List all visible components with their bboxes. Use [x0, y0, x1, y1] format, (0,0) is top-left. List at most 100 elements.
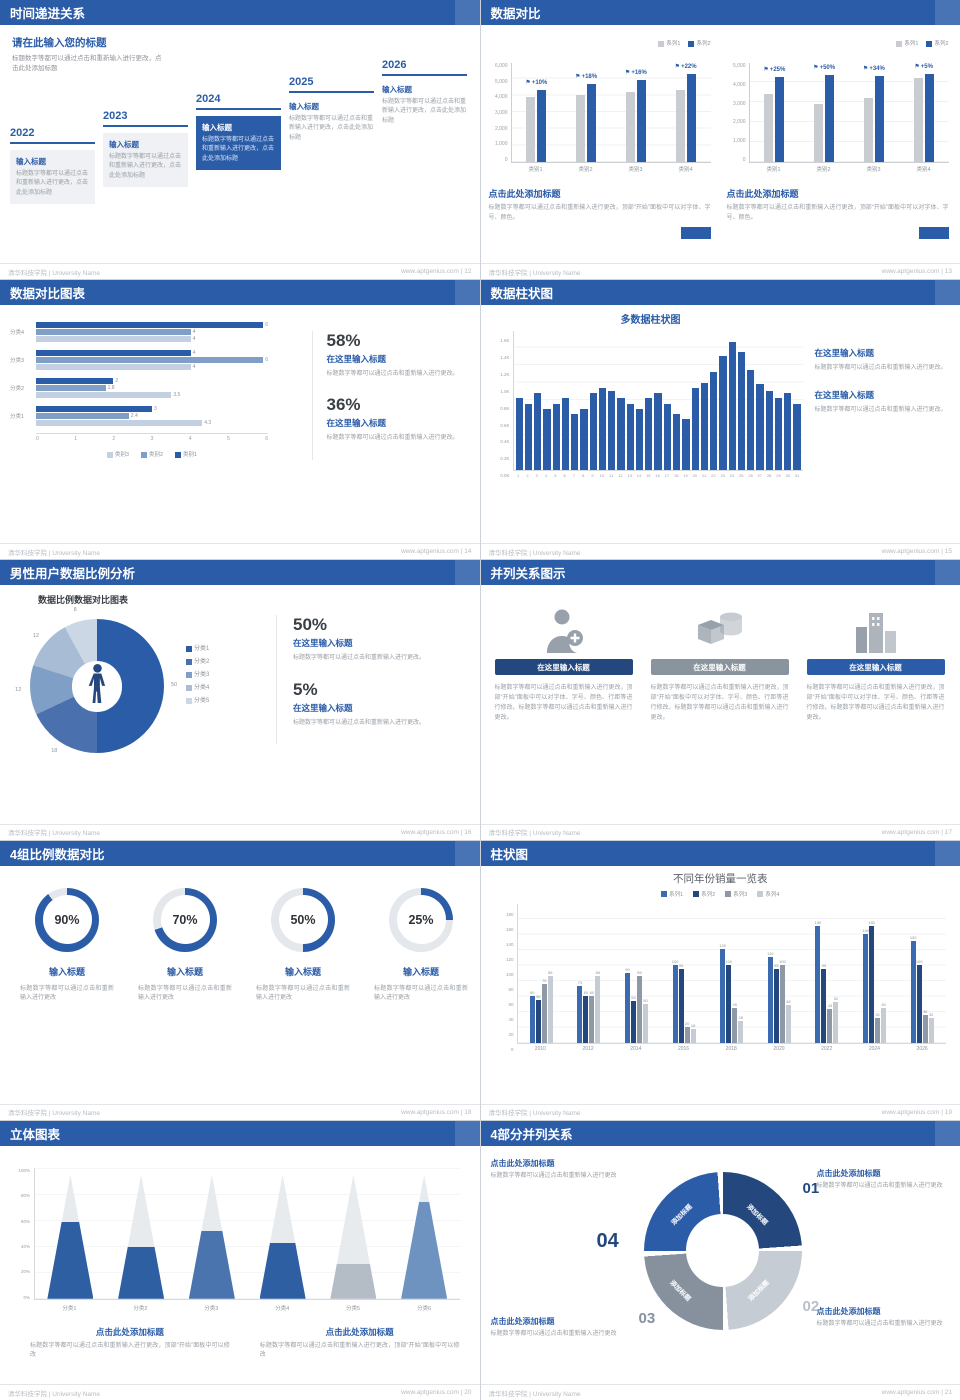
y-tick: 4,000 — [732, 81, 746, 88]
hbar-row: 4 — [36, 363, 268, 370]
bar-chart: 6,000 5,000 4,000 3,000 2,000 1,000 0 ⚑+10% ⚑+18… — [489, 51, 711, 163]
bars: 3 2.4 4.3 — [36, 405, 268, 426]
growth-label: ⚑+10% — [525, 80, 548, 87]
y-tick: 180 — [505, 911, 514, 917]
milestone-2025: 2025 输入标题 标题数字等都可以通过点击和重新输入进行更改，点击此处添加标题 — [289, 76, 374, 145]
bar-group: ⚑+50% — [813, 63, 835, 162]
legend-item: 系列2 — [926, 39, 949, 47]
percent-value: 90% — [54, 912, 80, 927]
legend-item: 系列1 — [661, 890, 683, 898]
legend-item: 系列2 — [688, 39, 711, 47]
bar — [719, 356, 727, 471]
item-body: 标题数字等都可以通过点击和重新输入进行更改，顶部“开始”面板中可以对字体、字号、… — [806, 685, 945, 722]
bar: 43 — [827, 1003, 833, 1043]
legend-swatch — [186, 671, 192, 678]
value-label: 45 — [881, 1001, 886, 1007]
value-label: 73 — [577, 979, 583, 985]
chart-legend: 分类1 分类2 分类3 分类4 分类5 — [186, 643, 209, 708]
flag-icon: ⚑ — [674, 63, 681, 70]
x-tick: 5 — [554, 473, 557, 479]
x-tick: 类别2 — [816, 167, 831, 173]
donut-ring: 50% — [271, 887, 335, 952]
caption-title: 点击此处添加标题 — [490, 1316, 555, 1326]
hbar-row: 1.8 — [36, 384, 268, 391]
slide-15-column-chart[interactable]: 数据柱状图 多数据柱状图 1.6K 1.4K 1.2K 1.0K 0.8K 0.6K 0.4K… — [480, 280, 960, 560]
bar-group: ⚑+25% — [763, 63, 785, 162]
legend-swatch — [725, 891, 732, 898]
ring-title: 输入标题 — [166, 966, 203, 977]
x-tick: 类别3 — [866, 167, 881, 173]
bar: 95 — [821, 963, 827, 1043]
slide-20-cone-chart[interactable]: 立体图表 100% 80% 60% 40% 20% 0% 分类1 分类2 分类3 分类4 分类5 分类… — [0, 1120, 480, 1400]
text-block: 在这里输入标题 标题数字等都可以通过点击和重新输入进行更改。 — [815, 347, 949, 373]
slide-header: 并列关系图示 — [480, 560, 960, 586]
chart-title: 多数据柱状图 — [620, 315, 681, 327]
bar — [561, 398, 570, 471]
item-body: 标题数字等都可以通过点击和重新输入进行更改，顶部“开始”面板中可以对字体、字号、… — [494, 685, 633, 722]
slide-13-data-comparison[interactable]: 数据对比 系列1 系列2 6,000 5,000 4,000 3,000 2,000 1,00… — [480, 0, 960, 280]
bar-group: ⚑+22% — [674, 63, 697, 162]
x-tick: 2014 — [630, 1045, 642, 1052]
bar — [552, 403, 560, 471]
value-label: 150 — [814, 919, 822, 925]
hbar-row: 2.4 — [36, 412, 268, 419]
value-label: 45 — [732, 1001, 737, 1007]
slide-17-parallel-items[interactable]: 并列关系图示 在这里输入标题 标题数字等都可以通过点击和重新输入进行更改，顶部“开… — [480, 560, 960, 840]
cone-3 — [188, 1174, 235, 1299]
x-tick: 23 — [720, 473, 725, 479]
slide-footer: 清华科技学院 | University Name www.aptgenius.c… — [480, 1384, 960, 1400]
bar-series2 — [924, 74, 934, 162]
y-tick: 1.2K — [500, 371, 510, 377]
value-label: 60 — [589, 989, 595, 995]
caption-title: 点击此处添加标题 — [726, 189, 799, 199]
growth-label: ⚑+5% — [914, 64, 933, 70]
value-label: 20 — [684, 1021, 690, 1027]
slide-12-timeline[interactable]: 时间递进关系 请在此输入您的标题 标题数字等都可以通过点击和重新输入进行更改，点击… — [0, 0, 480, 280]
plot-area: 60 55 75 85 73 60 60 85 90 53 85 50 100 95 20 18 120 100 4… — [516, 903, 946, 1044]
footer-url: www.aptgenius.com | 17 — [881, 828, 952, 836]
bar-series1 — [764, 94, 774, 162]
segment-value-label: 50 — [171, 682, 178, 689]
comparison-chart-1: 系列1 系列2 6,000 5,000 4,000 3,000 2,000 1,000 0 ⚑+1… — [489, 39, 711, 240]
header-accent — [935, 840, 960, 866]
x-tick: 30 — [785, 473, 790, 479]
slide-16-donut-analysis[interactable]: 男性用户数据比例分析 数据比例数据对比图表 50 18 12 12 8 分类1 分类2 分类3 分… — [0, 560, 480, 840]
x-tick: 分类5 — [346, 1305, 361, 1312]
slide-14-hbar-chart[interactable]: 数据对比图表 分类4 6 4 4 分类3 4 6 4 分类2 2 1.8 3.5 分类1 3 2.4 4.3 0… — [0, 280, 480, 560]
ratio-ring-3: 50% 输入标题 标题数字等都可以通过点击和重新输入进行更改 — [252, 887, 354, 1005]
y-tick: 6,000 — [494, 63, 508, 69]
milestone-divider — [382, 74, 467, 76]
value-label: 28 — [738, 1014, 743, 1020]
milestone-2023: 2023 输入标题 标题数字等都可以通过点击和重新输入进行更改，点击此处添加标题 — [103, 110, 188, 187]
slide-21-cycle-diagram[interactable]: 4部分并列关系 添加标题 添加标题 添加标题 添加标题 01 02 03 04 点击此处添加标题… — [480, 1120, 960, 1400]
y-tick: 4,000 — [494, 94, 508, 101]
x-axis: 分类1 分类2 分类3 分类4 分类5 分类6 — [34, 1304, 460, 1312]
y-axis: 180 160 140 120 100 80 60 40 20 0 — [499, 912, 517, 1052]
y-tick: 0.4K — [500, 439, 510, 445]
x-axis: 类别1 类别2 类别3 类别4 — [749, 165, 949, 173]
bar-series1 — [863, 98, 873, 162]
header-accent — [454, 280, 480, 306]
bar-group: ⚑+34% — [863, 63, 885, 162]
slide-content: 100% 80% 60% 40% 20% 0% 分类1 分类2 分类3 分类4 分类5 分类6 点击此处… — [0, 1146, 480, 1383]
slide-18-ratio-rings[interactable]: 4组比例数据对比 90% 输入标题 标题数字等都可以通过点击和重新输入进行更改 70%… — [0, 840, 480, 1120]
chart-legend: 系列1 系列2 — [727, 39, 949, 47]
bar: 73 — [577, 980, 583, 1043]
bar-series1 — [814, 104, 824, 162]
bar-series1 — [913, 78, 923, 162]
y-axis: 6,000 5,000 4,000 3,000 2,000 1,000 0 — [489, 63, 511, 163]
x-tick: 18 — [673, 473, 679, 479]
flag-icon: ⚑ — [624, 70, 631, 77]
slide-footer: 清华科技学院 | University Name www.aptgenius.c… — [480, 543, 960, 560]
bar: 55 — [535, 994, 541, 1043]
category-label: 分类1 — [10, 413, 25, 420]
bar-series2 — [686, 73, 696, 162]
stat-block: 58% 在这里输入标题 标题数字等都可以通过点击和重新输入进行更改。 — [327, 331, 472, 379]
legend-swatch — [658, 40, 665, 47]
segment-number-01: 01 — [802, 1179, 820, 1197]
cone-4 — [259, 1174, 306, 1299]
slide-19-grouped-bar-chart[interactable]: 柱状图 不同年份销量一览表 系列1 系列2 系列3 系列4 180 160 140 120 100… — [480, 840, 960, 1120]
footer-org: 清华科技学院 | University Name — [488, 269, 581, 277]
category-label: 分类3 — [10, 357, 25, 364]
bar: 90 — [625, 967, 631, 1043]
